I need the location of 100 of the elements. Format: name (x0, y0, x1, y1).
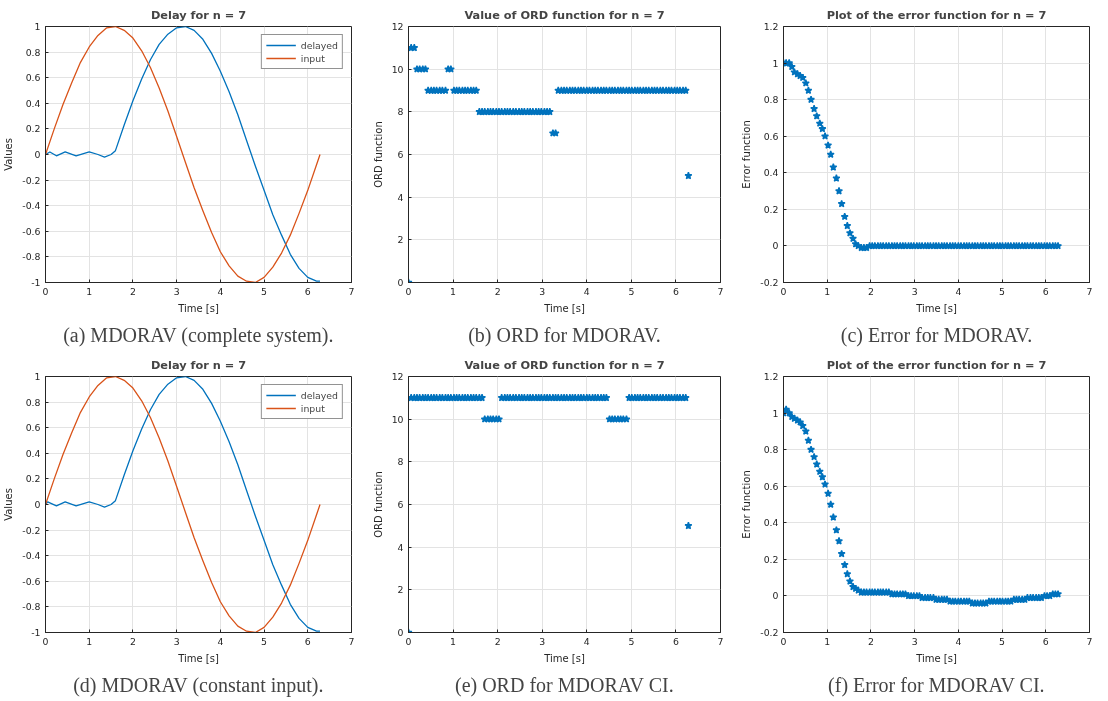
y-tick-label: -1 (31, 277, 41, 288)
x-axis-title: Time [s] (915, 652, 957, 664)
x-tick-label: 0 (405, 285, 412, 297)
y-tick-label: -0.2 (760, 627, 779, 638)
y-tick-label: 0.6 (25, 72, 41, 84)
y-tick-label: 0 (34, 149, 41, 160)
y-tick-label: 0.8 (25, 396, 41, 408)
y-tick-label: 12 (391, 21, 404, 32)
y-axis-title: ORD function (372, 121, 384, 188)
x-tick-label: 2 (867, 285, 874, 297)
y-axis-title: Values (3, 138, 15, 171)
y-tick-label: 1.2 (763, 371, 779, 382)
y-tick-label: 0.2 (25, 473, 41, 485)
x-tick-label: 4 (217, 285, 224, 297)
x-tick-label: 3 (173, 285, 180, 297)
x-tick-label: 0 (42, 285, 49, 297)
chart-title: Value of ORD function for n = 7 (464, 357, 665, 372)
y-axis-title: Error function (741, 120, 753, 189)
text: (b) ORD for MDORAV. (468, 323, 661, 347)
x-tick-label: 5 (261, 635, 268, 647)
text: (e) ORD for MDORAV CI. (454, 673, 674, 697)
x-tick-label: 6 (304, 285, 311, 297)
y-tick-label: 0 (772, 240, 779, 252)
x-tick-label: 3 (173, 635, 180, 647)
y-tick-label: -0.2 (760, 277, 779, 288)
x-tick-label: 5 (261, 285, 268, 297)
x-tick-label: 1 (450, 285, 457, 297)
text: (d) MDORAV (constant input). (73, 673, 324, 697)
x-tick-label: 7 (717, 635, 724, 647)
x-tick-label: 5 (628, 635, 635, 647)
x-tick-label: 2 (129, 285, 136, 297)
y-tick-label: 8 (397, 456, 404, 468)
y-tick-label: 12 (391, 371, 404, 382)
chart-title: Plot of the error function for n = 7 (826, 7, 1047, 22)
y-tick-label: 0.2 (25, 123, 41, 135)
y-tick-label: 4 (397, 191, 404, 203)
y-tick-label: -0.6 (22, 575, 41, 587)
y-tick-label: 0 (34, 499, 41, 510)
y-axis-title: ORD function (372, 471, 384, 538)
y-tick-label: 8 (397, 106, 404, 118)
y-tick-label: 1 (772, 407, 779, 419)
y-tick-label: 0.6 (763, 130, 779, 142)
x-tick-label: 2 (129, 635, 136, 647)
x-tick-label: 7 (1086, 635, 1093, 647)
y-tick-label: 0 (397, 627, 404, 638)
x-tick-label: 0 (780, 285, 787, 297)
x-tick-label: 1 (86, 635, 93, 647)
x-tick-label: 4 (955, 635, 962, 647)
x-tick-label: 2 (494, 635, 501, 647)
y-tick-label: 0.8 (25, 46, 41, 58)
y-tick-label: 0.6 (763, 480, 779, 492)
x-tick-label: 3 (539, 285, 546, 297)
y-tick-label: -0.2 (22, 524, 41, 536)
y-tick-label: -0.8 (22, 251, 41, 263)
x-axis-title: Time [s] (543, 652, 585, 664)
y-tick-label: 1.2 (763, 21, 779, 32)
y-tick-label: 1 (772, 57, 779, 69)
text: (c) Error for MDORAV. (840, 323, 1033, 347)
x-tick-label: 1 (824, 635, 831, 647)
y-tick-label: 10 (391, 63, 404, 75)
x-tick-label: 2 (867, 635, 874, 647)
x-tick-label: 1 (86, 285, 93, 297)
y-tick-label: 1 (34, 371, 41, 382)
y-tick-label: -1 (31, 627, 41, 638)
x-tick-label: 7 (348, 635, 355, 647)
y-tick-label: 0 (772, 590, 779, 602)
x-tick-label: 6 (1042, 285, 1049, 297)
x-tick-label: 4 (583, 285, 590, 297)
y-tick-label: 0 (397, 277, 404, 288)
x-tick-label: 7 (717, 285, 724, 297)
y-tick-label: 0.6 (25, 422, 41, 434)
y-tick-label: -0.4 (22, 200, 41, 212)
x-tick-label: 4 (217, 635, 224, 647)
x-tick-label: 4 (583, 635, 590, 647)
y-tick-label: 0.4 (25, 97, 41, 109)
legend-label: delayed (300, 389, 338, 401)
y-tick-label: 6 (397, 499, 404, 510)
y-tick-label: 0.2 (763, 203, 779, 215)
x-tick-label: 0 (405, 635, 412, 647)
x-tick-label: 3 (539, 635, 546, 647)
y-tick-label: 0.8 (763, 444, 779, 456)
chart-title: Value of ORD function for n = 7 (464, 7, 665, 22)
y-tick-label: 0.4 (763, 167, 779, 179)
legend-label: input (300, 402, 325, 414)
y-tick-label: 0.8 (763, 94, 779, 106)
y-tick-label: -0.6 (22, 225, 41, 237)
x-axis-title: Time [s] (177, 302, 219, 314)
y-tick-label: 2 (397, 584, 404, 596)
legend-label: input (300, 52, 325, 64)
x-tick-label: 5 (999, 285, 1006, 297)
x-tick-label: 7 (1086, 285, 1093, 297)
y-tick-label: -0.4 (22, 550, 41, 562)
y-tick-label: 0.2 (763, 553, 779, 565)
x-tick-label: 5 (999, 635, 1006, 647)
text: (f) Error for MDORAV CI. (828, 673, 1045, 697)
y-tick-label: -0.2 (22, 174, 41, 186)
x-tick-label: 0 (42, 635, 49, 647)
x-tick-label: 6 (672, 635, 679, 647)
x-tick-label: 4 (955, 285, 962, 297)
x-tick-label: 2 (494, 285, 501, 297)
